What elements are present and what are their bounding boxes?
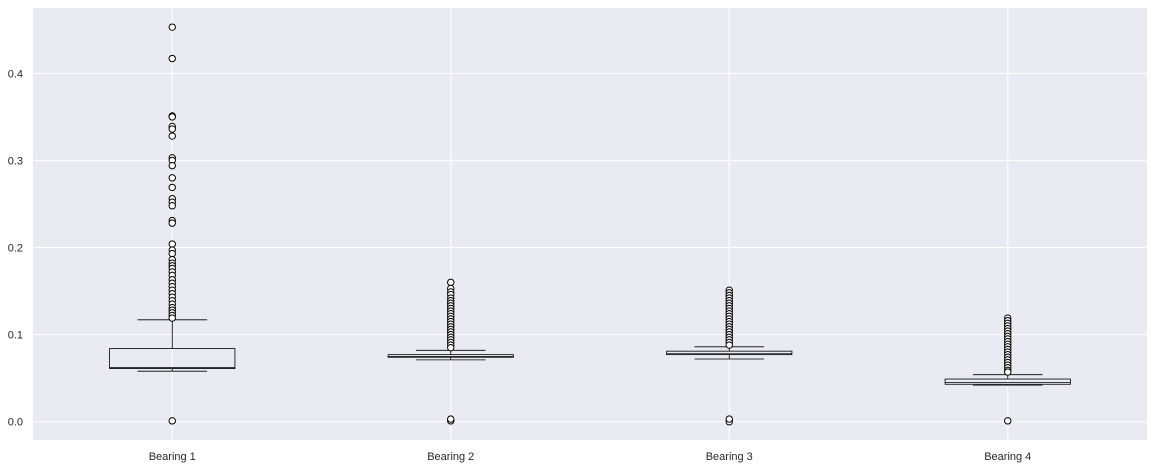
outlier-point	[168, 417, 176, 425]
x-tick-label: Bearing 2	[427, 451, 474, 463]
y-tick-label: 0.1	[8, 330, 23, 342]
outlier-point	[168, 240, 176, 248]
outlier-point	[168, 174, 176, 182]
outlier-point	[168, 161, 176, 170]
x-tick-label: Bearing 3	[706, 451, 753, 463]
outlier-point	[447, 415, 455, 423]
box-series	[109, 23, 1071, 426]
box-iqr	[666, 350, 793, 356]
outlier-point	[168, 23, 176, 31]
outlier-point	[1004, 417, 1012, 425]
outlier-point	[168, 219, 176, 227]
box-2	[387, 278, 514, 425]
box-iqr	[109, 348, 236, 369]
x-tick-label: Bearing 1	[149, 451, 196, 463]
x-tick-label: Bearing 4	[984, 451, 1031, 463]
outlier-point	[447, 278, 455, 287]
outlier-point	[168, 113, 176, 121]
y-tick-label: 0.3	[8, 155, 23, 167]
y-axis-ticks: 0.0 0.1 0.2 0.3 0.4	[8, 68, 23, 428]
outlier-point	[168, 125, 176, 133]
box-4	[944, 314, 1071, 425]
outlier-point	[168, 314, 176, 322]
outlier-point	[725, 341, 733, 349]
outlier-point	[725, 415, 733, 423]
outlier-point	[168, 183, 176, 192]
y-tick-label: 0.0	[8, 417, 23, 429]
plot-background	[33, 8, 1147, 440]
outlier-point	[168, 54, 176, 63]
y-tick-label: 0.4	[8, 68, 23, 80]
outlier-point	[447, 343, 455, 352]
outlier-point	[168, 249, 176, 258]
outlier-point	[168, 202, 176, 210]
box-1	[109, 23, 236, 425]
box-3	[666, 286, 793, 426]
y-tick-label: 0.2	[8, 243, 23, 255]
outlier-point	[168, 132, 176, 140]
box-iqr	[387, 354, 514, 358]
x-axis-ticks: Bearing 1 Bearing 2 Bearing 3 Bearing 4	[149, 451, 1032, 463]
box-iqr	[944, 378, 1071, 385]
outlier-point	[1004, 368, 1012, 376]
